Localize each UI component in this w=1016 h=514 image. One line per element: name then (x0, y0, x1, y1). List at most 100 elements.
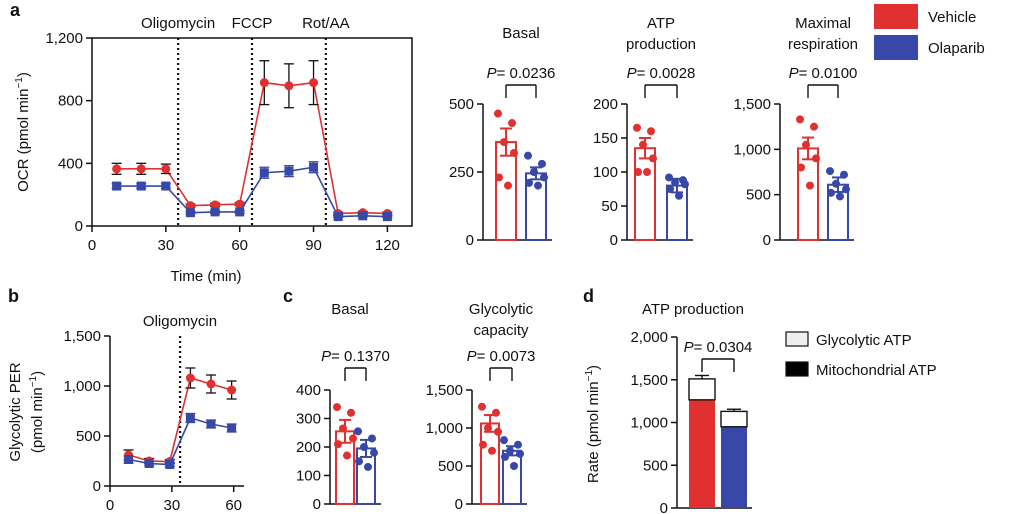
data-point (514, 440, 522, 449)
data-point (370, 448, 378, 457)
panel-title: Basal (331, 301, 369, 318)
p-value: = 0.0100 (799, 65, 858, 82)
y-tick-label: 1,500 (63, 328, 101, 345)
y-axis-label-sup: −1 (14, 77, 25, 89)
y-tick-label: 500 (746, 187, 771, 204)
injection-label: FCCP (232, 15, 273, 32)
y-tick-label: 0 (763, 232, 771, 249)
p-value: = 0.0073 (477, 348, 536, 365)
y-tick-label: 800 (58, 93, 83, 110)
data-point (309, 162, 319, 172)
bar-glycolytic (688, 378, 716, 401)
legend-label: Vehicle (928, 9, 976, 26)
data-point (840, 170, 848, 179)
p-value-label: P= 0.0100 (789, 65, 858, 82)
data-point (185, 208, 195, 218)
data-point (797, 163, 805, 172)
panel-title: ATP (647, 15, 675, 32)
p-symbol: P (467, 348, 477, 365)
p-symbol: P (789, 65, 799, 82)
x-tick-label: 0 (88, 237, 96, 254)
data-point (494, 109, 502, 118)
y-tick-label: 200 (593, 96, 618, 113)
data-point (355, 457, 363, 466)
data-point (206, 419, 216, 429)
data-point (161, 164, 171, 174)
data-point (639, 140, 647, 149)
data-point (210, 200, 220, 210)
data-point (343, 451, 351, 460)
data-point (165, 460, 175, 469)
y-tick-label: 250 (449, 164, 474, 181)
y-axis-label-sup: −1 (584, 370, 595, 382)
y-tick-label: 300 (296, 411, 321, 428)
data-point (333, 403, 341, 412)
p-symbol: P (321, 348, 331, 365)
y-tick-label: 500 (643, 457, 668, 474)
data-point (112, 164, 122, 174)
data-point (227, 385, 237, 395)
p-symbol: P (684, 339, 694, 356)
data-point (206, 379, 216, 389)
p-symbol: P (627, 65, 637, 82)
data-point (649, 154, 657, 163)
data-point (796, 115, 804, 124)
y-tick-label: 1,500 (733, 96, 771, 113)
legend-label: Mitochondrial ATP (816, 362, 937, 379)
x-axis-label: Time (min) (170, 268, 241, 285)
panel-letter-c: c (283, 286, 293, 306)
y-tick-label: 400 (296, 382, 321, 399)
y-tick-label: 0 (455, 496, 463, 513)
data-point (360, 443, 368, 451)
y-tick-label: 1,500 (630, 372, 668, 389)
y-axis-label-text: Rate (pmol min (585, 381, 602, 483)
x-tick-label: 0 (106, 497, 114, 514)
y-tick-label: 1,000 (630, 415, 668, 432)
legend-swatch (874, 35, 918, 60)
data-point (136, 164, 146, 174)
y-axis-label-text: OCR (pmol min (15, 89, 32, 192)
data-point (210, 207, 220, 217)
panel-title: Maximal (795, 15, 851, 32)
data-point (665, 173, 673, 182)
p-value-label: P= 0.0236 (487, 65, 556, 82)
y-tick-label: 1,500 (425, 382, 463, 399)
y-tick-label: 1,000 (733, 141, 771, 158)
data-point (525, 178, 533, 187)
data-point (508, 119, 516, 128)
p-value-label: P= 0.0028 (627, 65, 696, 82)
data-point (812, 154, 820, 163)
y-tick-label: 100 (296, 468, 321, 485)
y-tick-label: 200 (296, 439, 321, 456)
bar (480, 422, 500, 505)
p-symbol: P (487, 65, 497, 82)
data-point (495, 173, 503, 182)
y-tick-label: 500 (449, 96, 474, 113)
data-point (185, 201, 195, 211)
y-tick-label: 500 (76, 428, 101, 445)
y-axis-label-sup: −1 (28, 375, 39, 387)
data-point (534, 181, 542, 190)
panel-title-line2: capacity (473, 322, 529, 339)
p-value: = 0.0236 (497, 65, 556, 82)
data-point (633, 123, 641, 132)
y-axis-label-end: ) (29, 371, 46, 376)
data-point (538, 159, 546, 168)
panel-title: Oligomycin (143, 313, 217, 330)
y-axis-label-end: ) (585, 365, 602, 370)
y-tick-label: 150 (593, 130, 618, 147)
y-tick-label: 500 (438, 458, 463, 475)
data-point (478, 402, 486, 411)
data-point (826, 167, 834, 176)
data-point (284, 81, 294, 91)
data-point (500, 138, 508, 147)
x-tick-label: 30 (158, 237, 175, 254)
legend-label: Olaparib (928, 40, 985, 57)
data-point (382, 212, 392, 222)
p-value-label: P= 0.0304 (684, 339, 753, 356)
data-point (124, 455, 134, 464)
data-point (504, 181, 512, 190)
y-tick-label: 50 (601, 198, 618, 215)
legend-swatch (785, 361, 809, 377)
